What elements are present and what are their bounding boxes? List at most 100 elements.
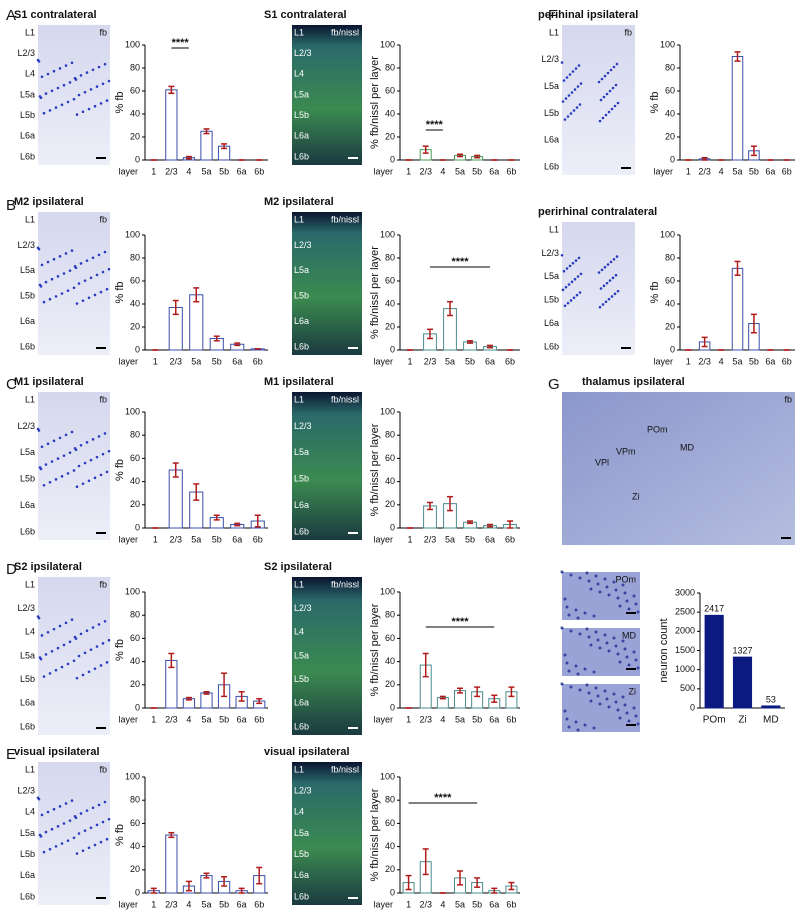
cell xyxy=(616,289,620,293)
region-label: Zi xyxy=(632,491,640,501)
x-tick-label: 5b xyxy=(749,166,759,176)
cell xyxy=(48,109,52,112)
layer-label: L6b xyxy=(20,526,35,536)
cell xyxy=(70,61,74,65)
cell xyxy=(606,71,610,75)
error-bar xyxy=(422,848,429,876)
cell xyxy=(68,451,72,454)
y-tick-label: 0 xyxy=(135,344,140,354)
x-tick-label: 2/3 xyxy=(419,714,432,724)
layer-label: L5a xyxy=(294,650,309,660)
y-tick-label: 100 xyxy=(125,229,140,239)
cell xyxy=(560,570,564,574)
y-tick-label: 60 xyxy=(130,453,140,463)
cell xyxy=(634,602,638,606)
error-bar xyxy=(447,300,453,317)
x-axis-label: layer xyxy=(118,899,138,909)
y-tick-label: 0 xyxy=(135,154,140,164)
cell xyxy=(625,599,629,603)
y-tick-label: 60 xyxy=(130,818,140,828)
x-tick-label: 5b xyxy=(219,899,229,909)
x-tick-label: 6b xyxy=(505,534,515,544)
layer-label: L5a xyxy=(544,81,559,91)
cell xyxy=(64,621,68,625)
y-tick-label: 40 xyxy=(130,476,140,486)
cell xyxy=(87,846,91,850)
cell xyxy=(81,299,85,302)
region-label: MD xyxy=(680,442,694,452)
cell xyxy=(565,267,569,270)
y-axis-label: % fb xyxy=(114,459,126,481)
cell xyxy=(81,849,85,852)
x-axis-label: layer xyxy=(118,534,138,544)
x-tick-label: 1 xyxy=(406,899,411,909)
cell xyxy=(79,812,83,815)
x-tick-label: 1 xyxy=(407,534,412,544)
cell xyxy=(85,71,89,74)
cell xyxy=(576,275,580,278)
error-bar xyxy=(750,145,757,157)
y-tick-label: 0 xyxy=(390,887,395,897)
cell xyxy=(597,271,601,274)
layer-label: L6a xyxy=(20,698,35,708)
cell xyxy=(60,103,64,107)
cell xyxy=(97,253,101,257)
cell xyxy=(607,297,611,301)
cell xyxy=(83,651,87,655)
cell xyxy=(99,840,103,844)
cell xyxy=(37,247,41,251)
cell xyxy=(79,632,83,636)
cell xyxy=(576,85,580,88)
cell xyxy=(103,619,107,623)
cell xyxy=(107,79,111,83)
x-tick-label: 5a xyxy=(455,166,465,176)
cell xyxy=(587,691,591,695)
cell xyxy=(611,86,615,90)
cell xyxy=(603,689,607,693)
y-tick-label: 60 xyxy=(385,453,395,463)
cell xyxy=(101,82,105,86)
x-tick-label: 4 xyxy=(440,166,445,176)
x-tick-label: 6a xyxy=(237,714,247,724)
image-tag: fb/nissl xyxy=(331,27,359,37)
x-tick-label: 1 xyxy=(407,356,412,366)
cell xyxy=(594,686,598,690)
y-tick-label: 20 xyxy=(665,131,675,141)
layer-label: L6a xyxy=(20,500,35,510)
cell xyxy=(613,104,617,108)
cell xyxy=(636,666,640,670)
y-axis-label: % fb/nissl per layer xyxy=(369,788,381,881)
cell xyxy=(566,301,570,305)
cell xyxy=(37,60,41,63)
x-tick-label: 6b xyxy=(254,899,264,909)
cell xyxy=(609,68,613,72)
cell xyxy=(627,719,631,723)
x-tick-label: 1 xyxy=(686,166,691,176)
cell xyxy=(52,439,56,443)
panel-letter: D xyxy=(6,561,17,578)
cell xyxy=(75,852,79,855)
y-tick-label: 60 xyxy=(385,818,395,828)
cell xyxy=(83,829,87,832)
cell xyxy=(571,70,575,73)
cell xyxy=(48,672,52,675)
x-tick-label: 6b xyxy=(253,534,263,544)
x-tick-label: 6a xyxy=(485,356,495,366)
layer-label: L1 xyxy=(25,394,35,404)
image-title: visual ipsilateral xyxy=(14,746,100,758)
y-tick-label: 0 xyxy=(135,887,140,897)
cell xyxy=(62,83,66,87)
cell xyxy=(625,711,629,715)
cell xyxy=(607,593,611,597)
cell xyxy=(562,79,566,82)
cell xyxy=(565,661,569,665)
x-tick-label: 6b xyxy=(506,166,516,176)
cell xyxy=(607,110,611,114)
layer-label: L4 xyxy=(25,69,35,79)
x-tick-label: 5b xyxy=(465,534,475,544)
layer-label: L1 xyxy=(549,27,559,37)
y-tick-label: 60 xyxy=(130,85,140,95)
error-bar xyxy=(427,328,433,340)
cell xyxy=(60,665,64,669)
y-tick-label: 1500 xyxy=(675,645,695,655)
